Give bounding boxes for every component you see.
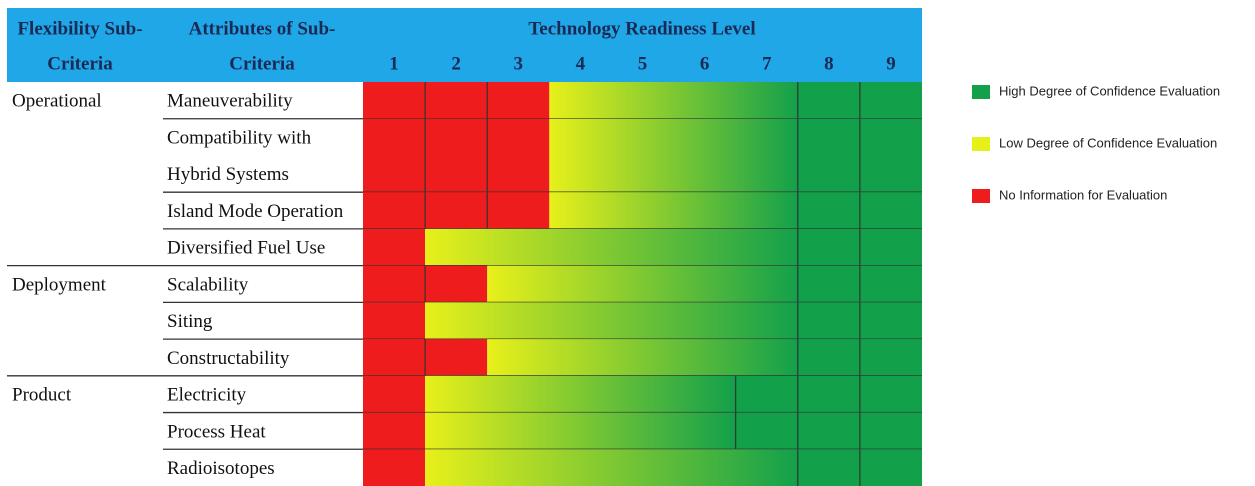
header-text: Attributes of Sub- bbox=[189, 18, 336, 39]
no-info-cells bbox=[363, 412, 426, 450]
low-confidence-cells bbox=[549, 192, 798, 229]
attribute: Siting bbox=[167, 311, 213, 332]
attribute: Electricity bbox=[167, 385, 247, 406]
legend-label: High Degree of Confidence Evaluation bbox=[999, 83, 1220, 98]
low-confidence-cells bbox=[487, 339, 798, 376]
group-name: Deployment bbox=[12, 274, 107, 295]
no-info-cells bbox=[363, 302, 426, 340]
header-text: Criteria bbox=[229, 53, 295, 74]
header-text: Technology Readiness Level bbox=[528, 18, 755, 39]
trl-level: 3 bbox=[514, 53, 524, 74]
no-info-cells bbox=[363, 118, 550, 193]
low-confidence-cells bbox=[425, 412, 736, 450]
header-band bbox=[7, 8, 922, 82]
trl-level: 4 bbox=[576, 53, 586, 74]
attribute: Diversified Fuel Use bbox=[167, 238, 325, 259]
low-confidence-cells bbox=[487, 265, 798, 303]
no-info-cells bbox=[363, 82, 550, 119]
header-text: Criteria bbox=[47, 53, 113, 74]
trl-level: 6 bbox=[700, 53, 710, 74]
legend-swatch bbox=[972, 137, 990, 151]
low-confidence-cells bbox=[425, 375, 736, 413]
no-info-cells bbox=[363, 449, 426, 486]
trl-level: 9 bbox=[886, 53, 896, 74]
high-confidence-cells bbox=[735, 412, 922, 450]
trl-level: 1 bbox=[389, 53, 399, 74]
low-confidence-cells bbox=[425, 228, 798, 266]
trl-level: 5 bbox=[638, 53, 648, 74]
attribute: Compatibility with bbox=[167, 127, 312, 148]
legend-label: No Information for Evaluation bbox=[999, 187, 1167, 202]
low-confidence-cells bbox=[549, 118, 798, 193]
low-confidence-cells bbox=[425, 302, 798, 340]
trl-level: 7 bbox=[762, 53, 772, 74]
high-confidence-cells bbox=[735, 375, 922, 413]
low-confidence-cells bbox=[425, 449, 798, 486]
attribute: Scalability bbox=[167, 274, 249, 295]
no-info-cells bbox=[363, 192, 550, 229]
attribute: Hybrid Systems bbox=[167, 164, 289, 185]
attribute: Island Mode Operation bbox=[167, 201, 344, 222]
trl-level: 2 bbox=[451, 53, 461, 74]
attribute: Radioisotopes bbox=[167, 458, 275, 479]
legend-swatch bbox=[972, 85, 990, 99]
no-info-cells bbox=[363, 375, 426, 413]
attribute: Constructability bbox=[167, 348, 290, 369]
no-info-cells bbox=[363, 228, 426, 266]
legend-swatch bbox=[972, 189, 990, 203]
attribute: Maneuverability bbox=[167, 91, 293, 112]
group-name: Product bbox=[12, 385, 72, 406]
group-name: Operational bbox=[12, 91, 102, 112]
low-confidence-cells bbox=[549, 82, 798, 119]
legend-label: Low Degree of Confidence Evaluation bbox=[999, 135, 1217, 150]
attribute: Process Heat bbox=[167, 421, 266, 442]
header-text: Flexibility Sub- bbox=[17, 18, 142, 39]
trl-level: 8 bbox=[824, 53, 834, 74]
